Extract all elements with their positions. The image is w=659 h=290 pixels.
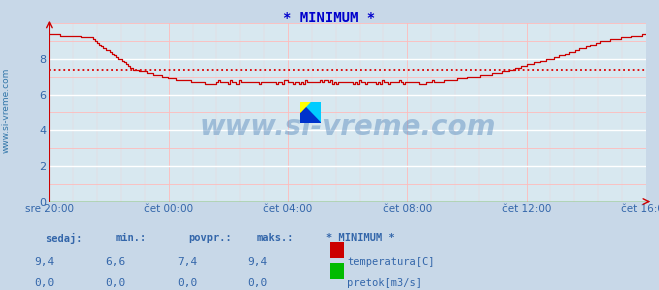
Polygon shape — [300, 102, 310, 112]
Text: sedaj:: sedaj: — [45, 233, 82, 244]
Text: min.:: min.: — [115, 233, 146, 243]
Bar — [300, 112, 310, 123]
Text: temperatura[C]: temperatura[C] — [347, 257, 435, 267]
Text: * MINIMUM *: * MINIMUM * — [326, 233, 395, 243]
Polygon shape — [300, 102, 321, 123]
Text: 6,6: 6,6 — [105, 257, 125, 267]
Text: 0,0: 0,0 — [105, 278, 125, 288]
Text: 7,4: 7,4 — [178, 257, 198, 267]
Text: povpr.:: povpr.: — [188, 233, 231, 243]
Text: 9,4: 9,4 — [35, 257, 55, 267]
Polygon shape — [300, 102, 321, 123]
Text: * MINIMUM *: * MINIMUM * — [283, 11, 376, 25]
Text: www.si-vreme.com: www.si-vreme.com — [2, 68, 11, 153]
Text: pretok[m3/s]: pretok[m3/s] — [347, 278, 422, 288]
Text: 0,0: 0,0 — [178, 278, 198, 288]
Text: maks.:: maks.: — [257, 233, 295, 243]
Bar — [300, 102, 310, 112]
Text: 0,0: 0,0 — [35, 278, 55, 288]
Text: 9,4: 9,4 — [247, 257, 267, 267]
Bar — [310, 102, 321, 112]
Text: www.si-vreme.com: www.si-vreme.com — [200, 113, 496, 141]
Bar — [310, 112, 321, 123]
Text: 0,0: 0,0 — [247, 278, 267, 288]
